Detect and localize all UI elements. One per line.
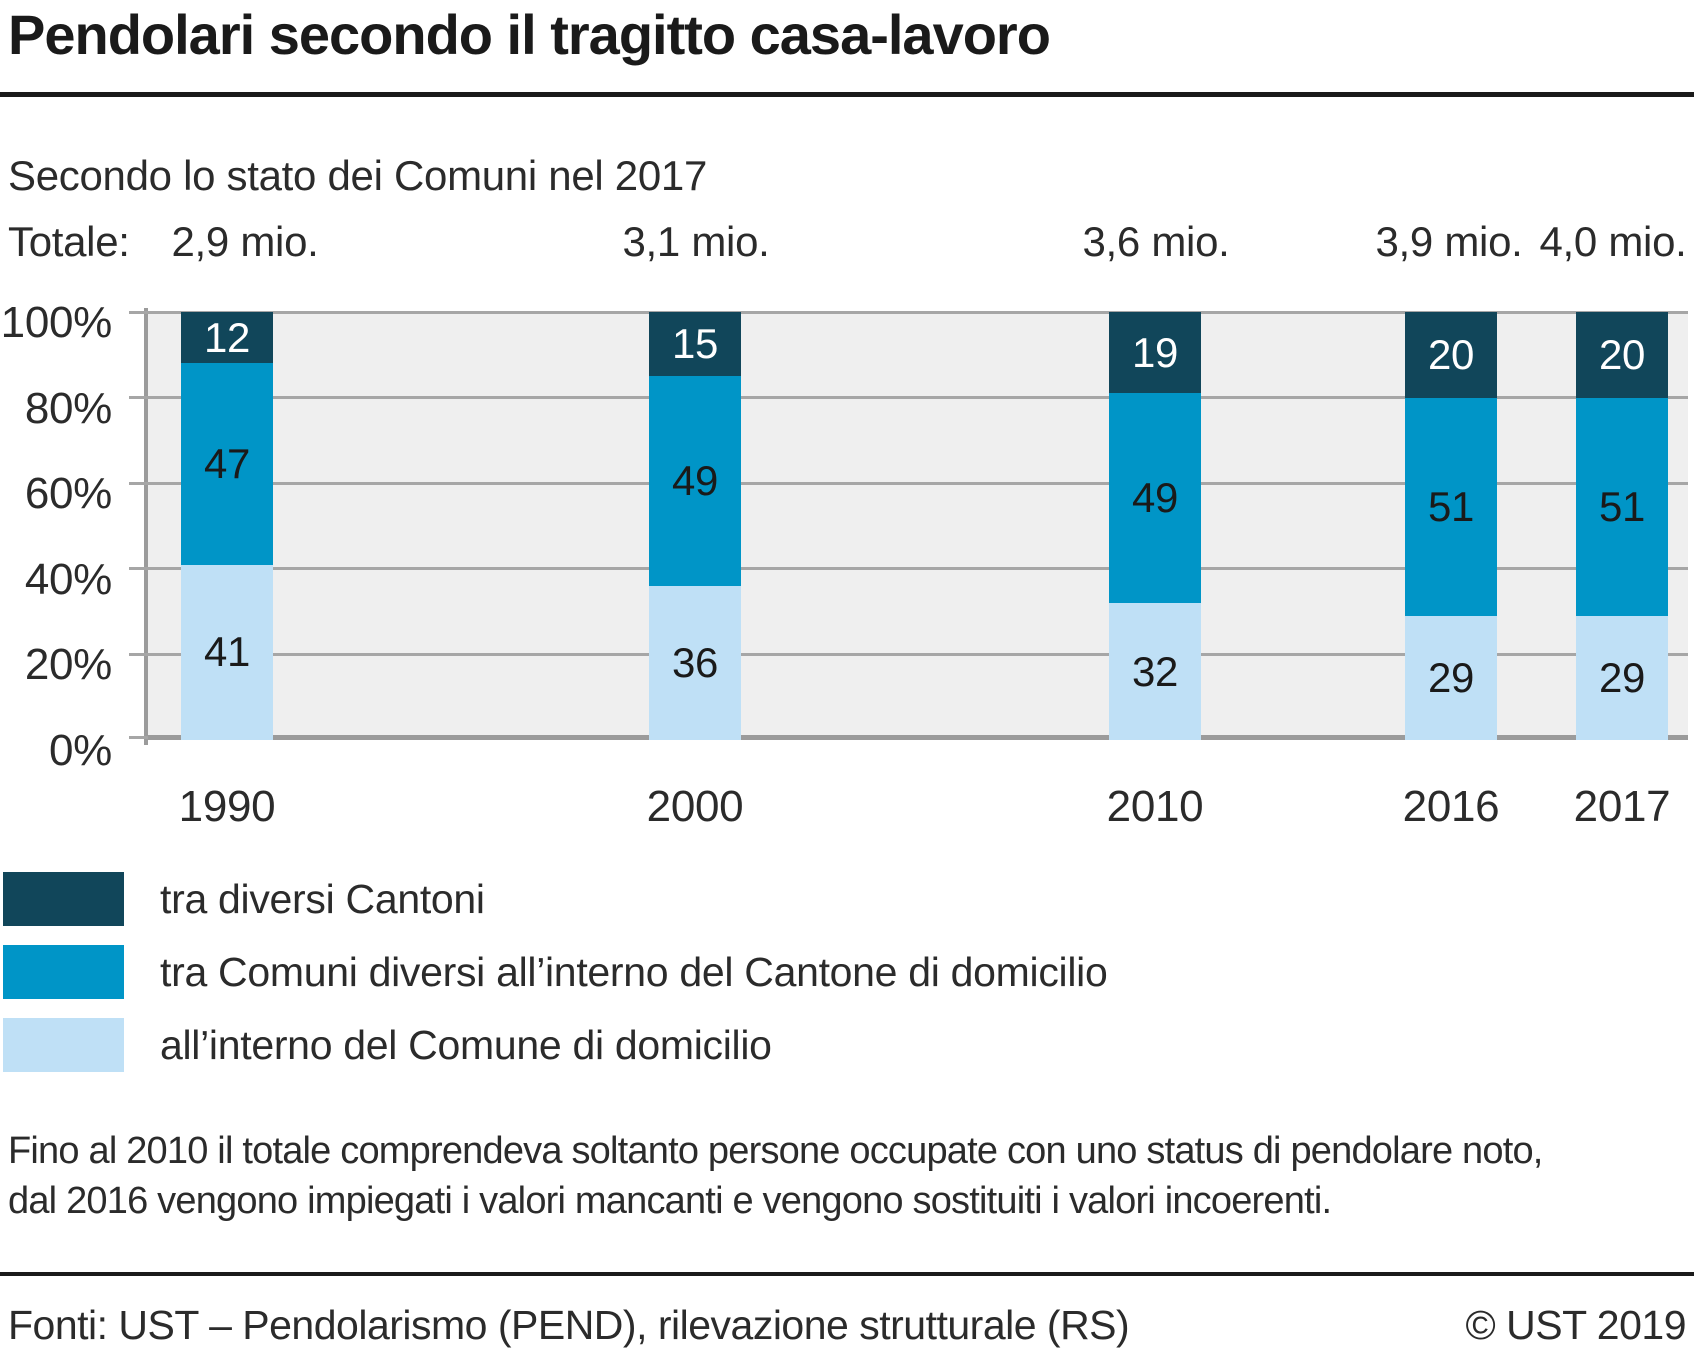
- bar-segment-tra-diversi-cantoni: 20: [1576, 312, 1668, 398]
- bar-segment-tra-diversi-cantoni: 15: [649, 312, 741, 377]
- legend-item-tra-comuni-diversi-all-i: tra Comuni diversi all’interno del Canto…: [3, 945, 1108, 999]
- y-axis-tick: [129, 310, 148, 314]
- total-value-2010: 3,6 mio.: [1082, 218, 1230, 265]
- legend-label: all’interno del Comune di domicilio: [160, 1021, 772, 1068]
- bar-segment-tra-comuni-diversi-all-i: 51: [1576, 397, 1668, 616]
- y-axis-label-0: 0%: [49, 726, 112, 775]
- page-title: Pendolari secondo il tragitto casa-lavor…: [8, 3, 1051, 66]
- chart-legend: tra diversi Cantoni tra Comuni diversi al…: [3, 872, 1108, 1091]
- y-axis-label-20: 20%: [24, 640, 112, 690]
- bar-segment-all-interno-del-comune-d: 41: [181, 564, 273, 740]
- segment-value-label: 49: [1131, 474, 1179, 522]
- y-axis-tick: [129, 481, 148, 485]
- y-axis-label-80: 80%: [24, 383, 112, 433]
- bar-2016: 20 51 29: [1405, 312, 1497, 740]
- y-axis-labels: 0% 20% 40% 60% 80% 100%: [0, 301, 113, 773]
- legend-swatch: [3, 945, 124, 999]
- total-value-2017: 4,0 mio.: [1539, 218, 1687, 265]
- segment-value-label: 49: [671, 457, 719, 505]
- x-axis-labels: 1990 2000 2010 2016 2017: [0, 782, 1694, 831]
- bar-segment-all-interno-del-comune-d: 29: [1576, 615, 1668, 740]
- bar-segment-tra-comuni-diversi-all-i: 49: [1109, 393, 1201, 604]
- bar-segment-tra-diversi-cantoni: 19: [1109, 312, 1201, 394]
- y-axis-label-100: 100%: [0, 298, 113, 347]
- bar-segment-tra-comuni-diversi-all-i: 49: [649, 376, 741, 586]
- totals-row: Totale: 2,9 mio. 3,1 mio. 3,6 mio. 3,9 mio.…: [0, 218, 1694, 266]
- title-divider: [0, 92, 1694, 97]
- bar-1990: 12 47 41: [181, 312, 273, 740]
- bar-segment-tra-comuni-diversi-all-i: 47: [181, 363, 273, 565]
- plot-area: 12 47 41 15 49 36 19 49 32 20 51 29 20 51 29: [129, 308, 1688, 745]
- legend-item-tra-diversi-cantoni: tra diversi Cantoni: [3, 872, 1107, 926]
- segment-value-label: 47: [203, 439, 251, 487]
- bar-segment-tra-diversi-cantoni: 20: [1405, 312, 1497, 398]
- chart-subtitle: Secondo lo stato dei Comuni nel 2017: [8, 152, 708, 199]
- bar-segment-all-interno-del-comune-d: 32: [1109, 603, 1201, 740]
- footnote: Fino al 2010 il totale comprendeva solta…: [8, 1126, 1543, 1226]
- footer-divider: [0, 1272, 1694, 1276]
- legend-swatch: [3, 1018, 124, 1072]
- segment-value-label: 15: [671, 320, 719, 368]
- bar-2017: 20 51 29: [1576, 312, 1668, 740]
- y-axis-tick: [129, 567, 148, 571]
- copyright-text: © UST 2019: [1465, 1302, 1687, 1348]
- x-axis-label-2017: 2017: [1573, 782, 1671, 831]
- segment-value-label: 29: [1427, 653, 1475, 701]
- gridline-100: [148, 310, 1688, 314]
- gridline-20: [148, 652, 1688, 656]
- gridline-40: [148, 567, 1688, 571]
- bar-2010: 19 49 32: [1109, 312, 1201, 740]
- totals-label: Totale:: [8, 218, 130, 265]
- gridline-60: [148, 481, 1688, 485]
- gridline-80: [148, 396, 1688, 400]
- footer: Fonti: UST – Pendolarismo (PEND), rileva…: [8, 1302, 1687, 1349]
- segment-value-label: 20: [1427, 330, 1475, 378]
- bar-segment-tra-diversi-cantoni: 12: [181, 312, 273, 364]
- bar-segment-tra-comuni-diversi-all-i: 51: [1405, 397, 1497, 616]
- bar-segment-all-interno-del-comune-d: 36: [649, 585, 741, 740]
- segment-value-label: 20: [1598, 330, 1646, 378]
- total-value-2000: 3,1 mio.: [622, 218, 770, 265]
- segment-value-label: 51: [1427, 482, 1475, 530]
- bar-segment-all-interno-del-comune-d: 29: [1405, 615, 1497, 740]
- segment-value-label: 41: [203, 628, 251, 676]
- y-axis-tick: [129, 652, 148, 656]
- footnote-line-2: dal 2016 vengono impiegati i valori manc…: [8, 1180, 1332, 1222]
- segment-value-label: 12: [203, 313, 251, 361]
- segment-value-label: 51: [1598, 482, 1646, 530]
- legend-swatch: [3, 872, 124, 926]
- legend-label: tra Comuni diversi all’interno del Canto…: [160, 948, 1108, 995]
- segment-value-label: 19: [1131, 328, 1179, 376]
- gridline-0: [148, 735, 1688, 740]
- y-axis-label-40: 40%: [24, 554, 112, 604]
- y-axis-line: [144, 308, 148, 745]
- segment-value-label: 29: [1598, 653, 1646, 701]
- x-axis-label-2010: 2010: [1106, 782, 1204, 831]
- segment-value-label: 32: [1131, 647, 1179, 695]
- source-text: Fonti: UST – Pendolarismo (PEND), rileva…: [8, 1302, 1130, 1348]
- total-value-2016: 3,9 mio.: [1375, 218, 1523, 265]
- x-axis-label-1990: 1990: [178, 782, 276, 831]
- total-value-1990: 2,9 mio.: [171, 218, 319, 265]
- legend-item-all-interno-del-comune-d: all’interno del Comune di domicilio: [3, 1018, 1107, 1072]
- x-axis-label-2016: 2016: [1402, 782, 1500, 831]
- y-axis-label-60: 60%: [24, 469, 112, 519]
- y-axis-tick: [129, 396, 148, 400]
- x-axis-label-2000: 2000: [646, 782, 744, 831]
- bar-2000: 15 49 36: [649, 312, 741, 740]
- legend-label: tra diversi Cantoni: [160, 875, 485, 922]
- y-axis-tick: [129, 736, 148, 739]
- segment-value-label: 36: [671, 638, 719, 686]
- footnote-line-1: Fino al 2010 il totale comprendeva solta…: [8, 1130, 1543, 1172]
